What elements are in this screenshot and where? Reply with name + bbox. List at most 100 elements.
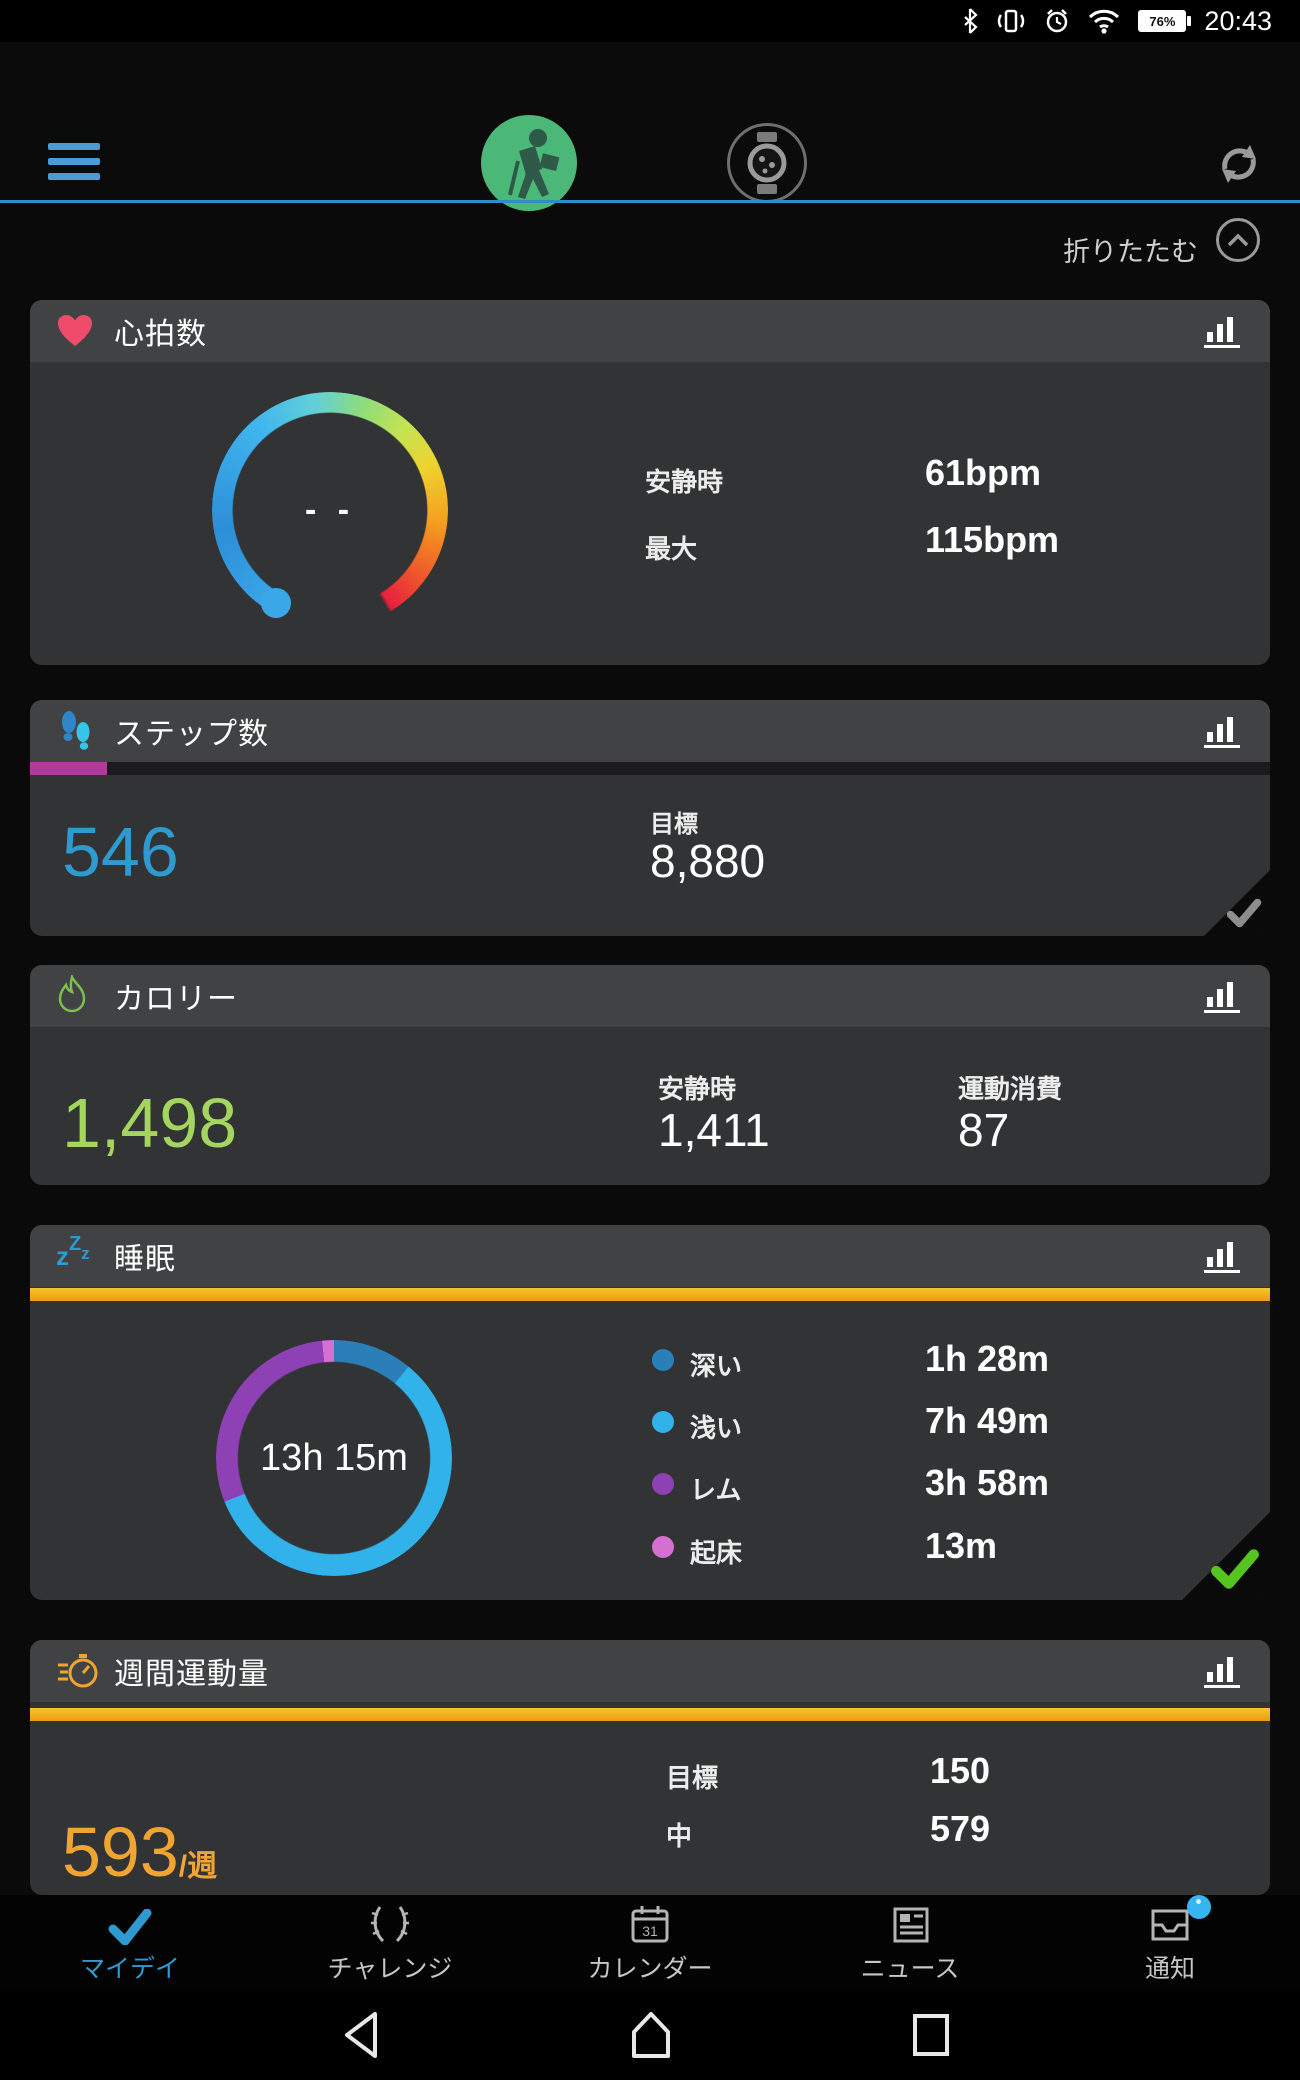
tab-challenges[interactable]: チャレンジ [260, 1895, 520, 1990]
calories-card-header: カロリー [30, 965, 1270, 1027]
sleep-legend-dot [652, 1349, 674, 1371]
sleep-accent-bar [30, 1288, 1270, 1301]
heart-icon [56, 314, 104, 348]
home-button[interactable] [624, 2008, 678, 2062]
collapse-label[interactable]: 折りたたむ [1063, 237, 1198, 267]
weekly-unit: /週 [178, 1850, 218, 1883]
back-button[interactable] [339, 2008, 393, 2062]
battery-icon: 76% [1138, 10, 1192, 32]
bar-chart-icon[interactable] [1202, 1238, 1244, 1274]
tab-news[interactable]: ニュース [780, 1895, 1040, 1990]
card-title: 心拍数 [114, 318, 207, 351]
tab-calendar[interactable]: 31 カレンダー [520, 1895, 780, 1990]
sleep-legend-dot [652, 1473, 674, 1495]
calories-value: 1,498 [62, 1084, 238, 1162]
android-nav [0, 1990, 1300, 2080]
app-logo-hiker[interactable] [481, 115, 577, 211]
rem-sleep-value: 3h 58m [925, 1462, 1050, 1503]
bar-chart-icon[interactable] [1202, 1653, 1244, 1689]
svg-text:31: 31 [642, 1923, 658, 1939]
light-sleep-label: 浅い [690, 1413, 743, 1443]
sleep-donut-ring [216, 1340, 452, 1576]
weekly-value-wrap: 593/週 [62, 1812, 217, 1895]
chevron-up-icon[interactable] [1216, 218, 1260, 262]
tab-notifications[interactable]: 通知 [1040, 1894, 1300, 1990]
bar-chart-icon[interactable] [1202, 978, 1244, 1014]
sync-icon[interactable] [1212, 137, 1266, 191]
steps-progress-track [30, 762, 1270, 775]
weekly-moderate-label: 中 [666, 1821, 693, 1851]
awake-label: 起床 [690, 1538, 743, 1568]
alarm-icon [1044, 8, 1070, 34]
watch-icon[interactable] [727, 123, 807, 203]
deep-sleep-label: 深い [690, 1351, 743, 1381]
card-title: 睡眠 [114, 1243, 176, 1276]
bottom-nav: マイデイ チャレンジ 31 カレンダー ニュース 通知 [0, 1894, 1300, 1990]
steps-card-header: ステップ数 [30, 700, 1270, 762]
menu-icon[interactable] [48, 143, 100, 183]
sleep-legend-dot [652, 1536, 674, 1558]
vibrate-icon [996, 8, 1026, 34]
heart-rate-card[interactable]: 心拍数 - - 安静時 61bpm 最大 115bpm [30, 300, 1270, 665]
resting-hr-label: 安静時 [645, 467, 724, 497]
green-check-icon [1211, 1549, 1259, 1589]
active-cal-label: 運動消費 [958, 1074, 1063, 1104]
heart-rate-current: - - [304, 490, 356, 529]
wifi-icon [1088, 8, 1120, 34]
weekly-accent-bar [30, 1708, 1270, 1721]
inbox-icon [1147, 1894, 1211, 1945]
max-hr-label: 最大 [645, 534, 698, 564]
speed-stopwatch-icon [56, 1651, 104, 1691]
check-icon [107, 1901, 153, 1945]
steps-card[interactable]: ステップ数 546 目標 8,880 [30, 700, 1270, 936]
heart-rate-gauge: - - [212, 392, 448, 628]
weekly-intensity-card[interactable]: 週間運動量 593/週 目標 150 中 579 [30, 1640, 1270, 1895]
weekly-goal-value: 150 [930, 1750, 991, 1791]
active-cal-value: 87 [958, 1104, 1010, 1156]
heart-rate-card-header: 心拍数 [30, 300, 1270, 362]
laurel-icon [368, 1901, 412, 1945]
steps-progress-fill [30, 762, 107, 775]
weekly-goal-label: 目標 [666, 1763, 719, 1793]
recents-button[interactable] [904, 2008, 958, 2062]
tab-myday[interactable]: マイデイ [0, 1895, 260, 1990]
newspaper-icon [889, 1901, 931, 1945]
hiker-icon [508, 129, 560, 199]
card-title: ステップ数 [114, 718, 269, 751]
notification-badge [1187, 1894, 1211, 1919]
status-clock: 20:43 [1204, 5, 1272, 36]
resting-hr-value: 61bpm [925, 452, 1042, 493]
resting-cal-value: 1,411 [658, 1104, 770, 1156]
rem-sleep-label: レム [690, 1475, 742, 1505]
steps-goal-value: 8,880 [650, 835, 766, 887]
max-hr-value: 115bpm [925, 519, 1060, 560]
app-header [0, 42, 1300, 211]
bar-chart-icon[interactable] [1202, 313, 1244, 349]
battery-percent: 76% [1149, 13, 1176, 29]
light-sleep-value: 7h 49m [925, 1400, 1050, 1441]
steps-value: 546 [62, 813, 179, 891]
weekly-value: 593 [62, 1813, 179, 1891]
card-title: カロリー [114, 983, 238, 1016]
steps-goal-label: 目標 [650, 811, 698, 838]
status-bar: 76% 20:43 [0, 0, 1300, 42]
bluetooth-icon [962, 8, 979, 34]
bar-chart-icon[interactable] [1202, 713, 1244, 749]
header-divider [0, 200, 1300, 203]
flame-icon [56, 975, 104, 1017]
weekly-intensity-card-header: 週間運動量 [30, 1640, 1270, 1702]
calories-card[interactable]: カロリー 1,498 安静時 1,411 運動消費 87 [30, 965, 1270, 1185]
gray-check-icon [1226, 898, 1262, 928]
sleep-donut: 13h 15m [216, 1340, 452, 1576]
sleep-total: 13h 15m [260, 1436, 408, 1479]
resting-cal-label: 安静時 [658, 1074, 737, 1104]
awake-value: 13m [925, 1525, 998, 1566]
card-title: 週間運動量 [114, 1658, 269, 1691]
weekly-moderate-value: 579 [930, 1808, 991, 1849]
sleep-legend-dot [652, 1411, 674, 1433]
heart-rate-gauge-ring [212, 392, 448, 628]
